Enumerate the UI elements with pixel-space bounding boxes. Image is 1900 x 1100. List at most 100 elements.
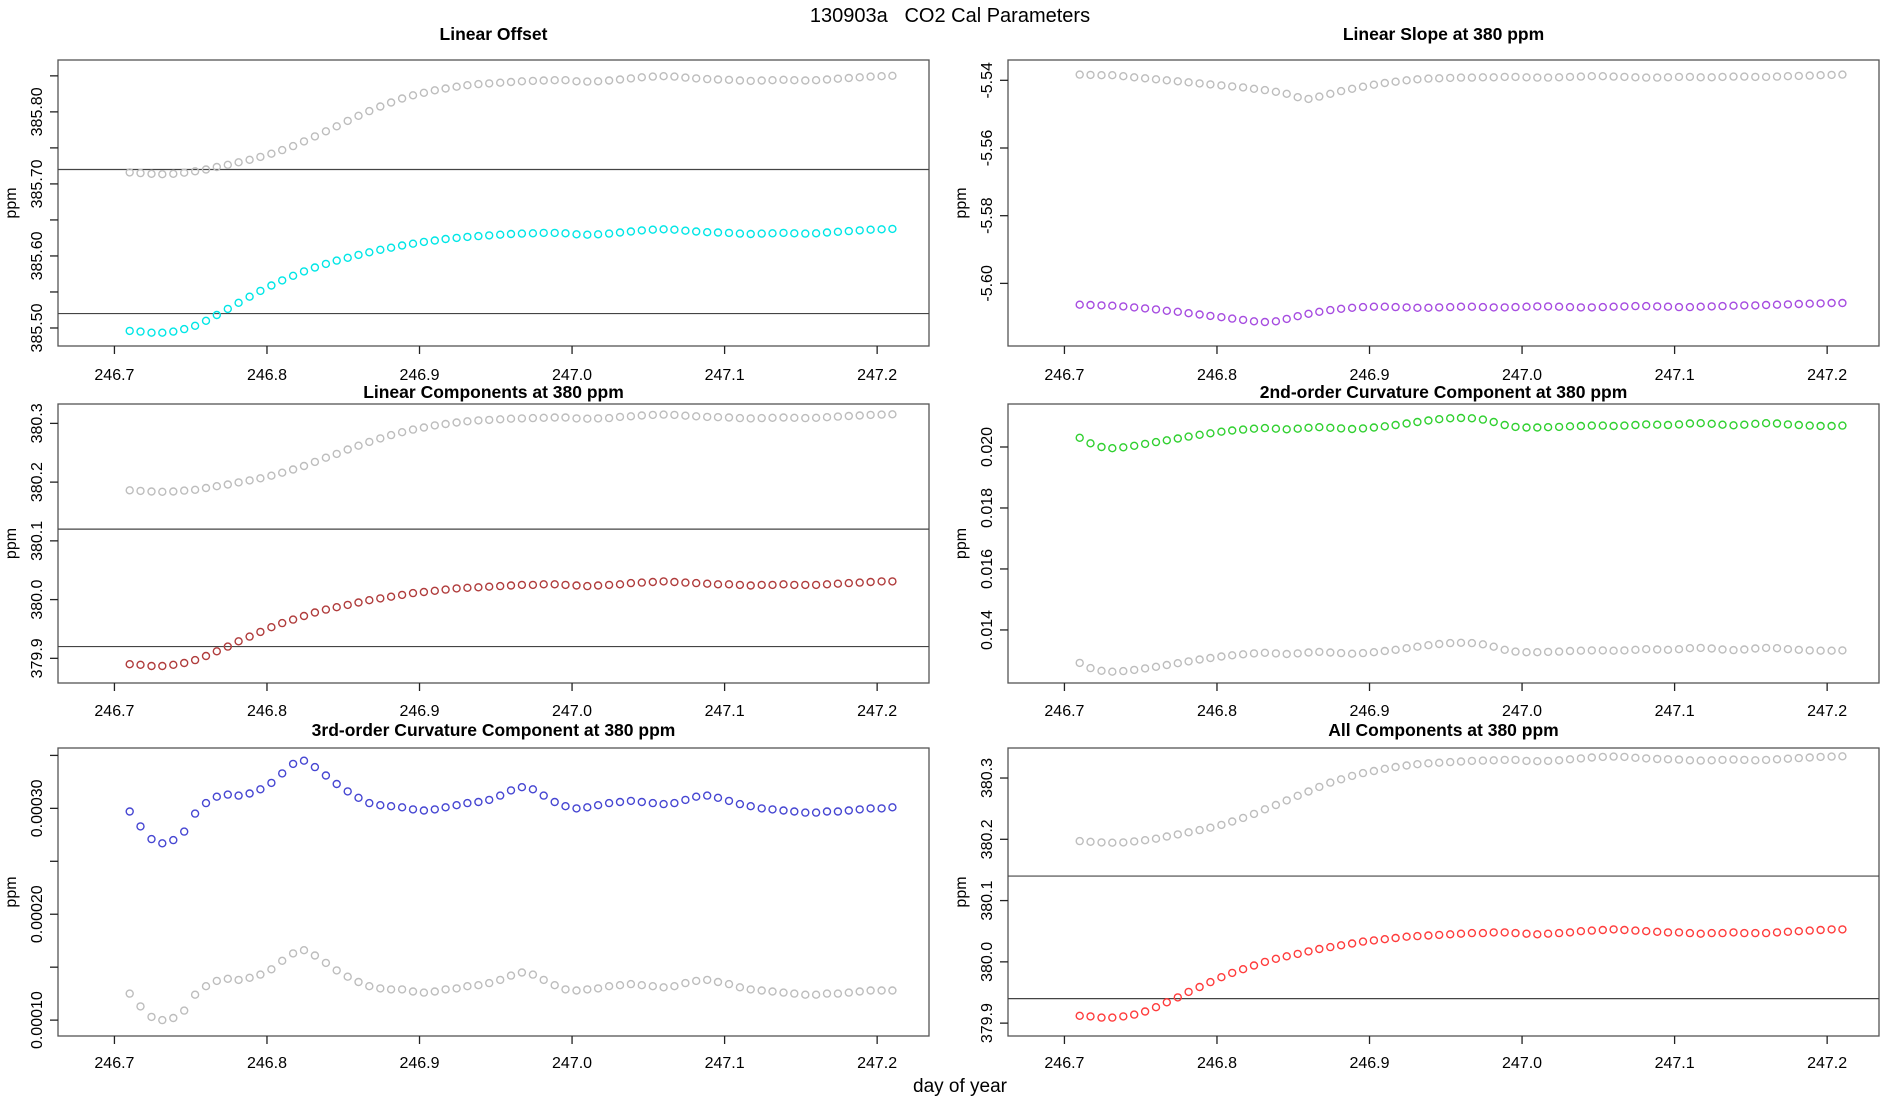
x-tick-label: 246.8	[1197, 1055, 1237, 1072]
panel-title-third-order-curvature: 3rd-order Curvature Component at 380 ppm	[312, 720, 676, 740]
x-tick-label: 246.9	[1349, 703, 1389, 720]
y-tick-label: -5.58	[979, 197, 996, 234]
plot-box	[1007, 403, 1880, 684]
series-gray-series	[1075, 638, 1847, 676]
y-axis-title: ppm	[953, 528, 970, 559]
x-tick-label: 247.1	[1655, 1055, 1695, 1072]
x-tick-label: 247.1	[705, 1055, 745, 1072]
series-purple-series	[1075, 298, 1847, 327]
x-tick-label: 246.7	[1044, 367, 1084, 384]
y-tick-label: -5.60	[979, 265, 996, 302]
y-axis: -5.54 -5.56 -5.58 -5.60 ppm	[953, 62, 1008, 302]
x-tick-label: 246.9	[399, 1055, 439, 1072]
y-axis: 385.50 385.60 385.70 385.80 ppm	[3, 75, 58, 352]
y-axis: 379.9 380.0 380.1 380.2 380.3 ppm	[953, 758, 1008, 1043]
series-gray-series	[1075, 70, 1847, 104]
x-tick-label: 247.2	[857, 367, 897, 384]
panel-title-linear-slope: Linear Slope at 380 ppm	[1343, 24, 1544, 44]
y-axis-title: ppm	[953, 876, 970, 907]
y-axis-title: ppm	[3, 528, 20, 559]
y-tick-label: 0.00010	[29, 991, 46, 1049]
x-tick-label: 246.8	[1197, 367, 1237, 384]
x-tick-label: 247.0	[1502, 367, 1542, 384]
y-tick-label: 385.60	[29, 231, 46, 280]
y-tick-label: 379.9	[979, 1003, 996, 1043]
plot-box	[1007, 747, 1880, 1037]
figure-title: 130903a CO2 Cal Parameters	[809, 5, 1091, 27]
series-cyan-series	[125, 224, 897, 337]
panel-third-order-curvature: 3rd-order Curvature Component at 380 ppm…	[3, 720, 930, 1072]
x-tick-label: 246.7	[1044, 1055, 1084, 1072]
y-tick-label: 0.00030	[29, 779, 46, 837]
y-tick-label: 0.014	[979, 610, 996, 650]
x-tick-label: 246.8	[247, 1055, 287, 1072]
x-tick-label: 247.2	[1807, 1055, 1847, 1072]
panel-linear-components: Linear Components at 380 ppm 246.7 246.8 24…	[3, 382, 930, 720]
x-axis: 246.7 246.8 246.9 247.0 247.1 247.2	[1044, 1036, 1847, 1072]
y-tick-label: 380.3	[29, 403, 46, 443]
series-gray-series	[125, 946, 897, 1025]
y-tick-label: 380.0	[29, 579, 46, 619]
x-tick-label: 246.8	[1197, 703, 1237, 720]
x-tick-label: 247.1	[1655, 703, 1695, 720]
x-tick-label: 246.7	[94, 1055, 134, 1072]
series-gray-series	[125, 410, 897, 496]
series-green-series	[1075, 413, 1847, 453]
panel-title-linear-components: Linear Components at 380 ppm	[363, 382, 624, 402]
x-axis: 246.7 246.8 246.9 247.0 247.1 247.2	[1044, 683, 1847, 720]
y-axis-title: ppm	[3, 187, 20, 218]
x-tick-label: 247.2	[1807, 367, 1847, 384]
panel-all-components: All Components at 380 ppm 246.7 246.8 246.9…	[953, 720, 1880, 1072]
x-tick-label: 247.0	[552, 703, 592, 720]
y-tick-label: -5.54	[979, 62, 996, 99]
x-tick-label: 247.0	[1502, 703, 1542, 720]
y-tick-label: 380.2	[29, 462, 46, 502]
x-tick-label: 246.9	[1349, 367, 1389, 384]
y-tick-label: 0.016	[979, 549, 996, 589]
x-tick-label: 247.1	[1655, 367, 1695, 384]
series-gray-series	[1075, 752, 1847, 847]
y-tick-label: 385.50	[29, 303, 46, 352]
reference-lines	[1008, 875, 1879, 1000]
x-tick-label: 246.9	[399, 367, 439, 384]
x-axis: 246.7 246.8 246.9 247.0 247.1 247.2	[94, 346, 897, 384]
x-tick-label: 247.0	[552, 1055, 592, 1072]
y-tick-label: 0.018	[979, 488, 996, 528]
panel-second-order-curvature: 2nd-order Curvature Component at 380 ppm…	[953, 382, 1880, 720]
series-red-series	[1075, 925, 1847, 1022]
panel-title-all-components: All Components at 380 ppm	[1328, 720, 1558, 740]
y-tick-label: 0.020	[979, 427, 996, 467]
x-tick-label: 246.8	[247, 367, 287, 384]
series-gray-series	[125, 71, 897, 179]
y-tick-label: 380.0	[979, 942, 996, 982]
x-tick-label: 246.7	[1044, 703, 1084, 720]
x-tick-label: 247.0	[1502, 1055, 1542, 1072]
reference-lines	[58, 168, 929, 315]
x-tick-label: 246.7	[94, 703, 134, 720]
panel-title-linear-offset: Linear Offset	[440, 24, 548, 44]
x-tick-label: 247.2	[1807, 703, 1847, 720]
x-tick-label: 247.1	[705, 703, 745, 720]
y-tick-label: 380.1	[29, 521, 46, 561]
y-axis-title: ppm	[3, 876, 20, 907]
y-tick-label: 385.80	[29, 87, 46, 136]
x-tick-label: 246.7	[94, 367, 134, 384]
y-tick-label: 380.3	[979, 758, 996, 798]
y-tick-label: 379.9	[29, 638, 46, 678]
panel-title-second-order-curvature: 2nd-order Curvature Component at 380 ppm	[1260, 382, 1628, 402]
x-axis: 246.7 246.8 246.9 247.0 247.1 247.2	[94, 683, 897, 720]
x-tick-label: 246.9	[1349, 1055, 1389, 1072]
x-tick-label: 246.8	[247, 703, 287, 720]
plot-box	[57, 59, 930, 347]
x-tick-label: 247.2	[857, 1055, 897, 1072]
x-tick-label: 246.9	[399, 703, 439, 720]
plot-box	[57, 747, 930, 1037]
y-axis: 379.9 380.0 380.1 380.2 380.3 ppm	[3, 403, 58, 678]
x-tick-label: 247.0	[552, 367, 592, 384]
y-tick-label: 0.00020	[29, 885, 46, 943]
plot-box	[57, 403, 930, 684]
y-tick-label: 380.1	[979, 880, 996, 920]
